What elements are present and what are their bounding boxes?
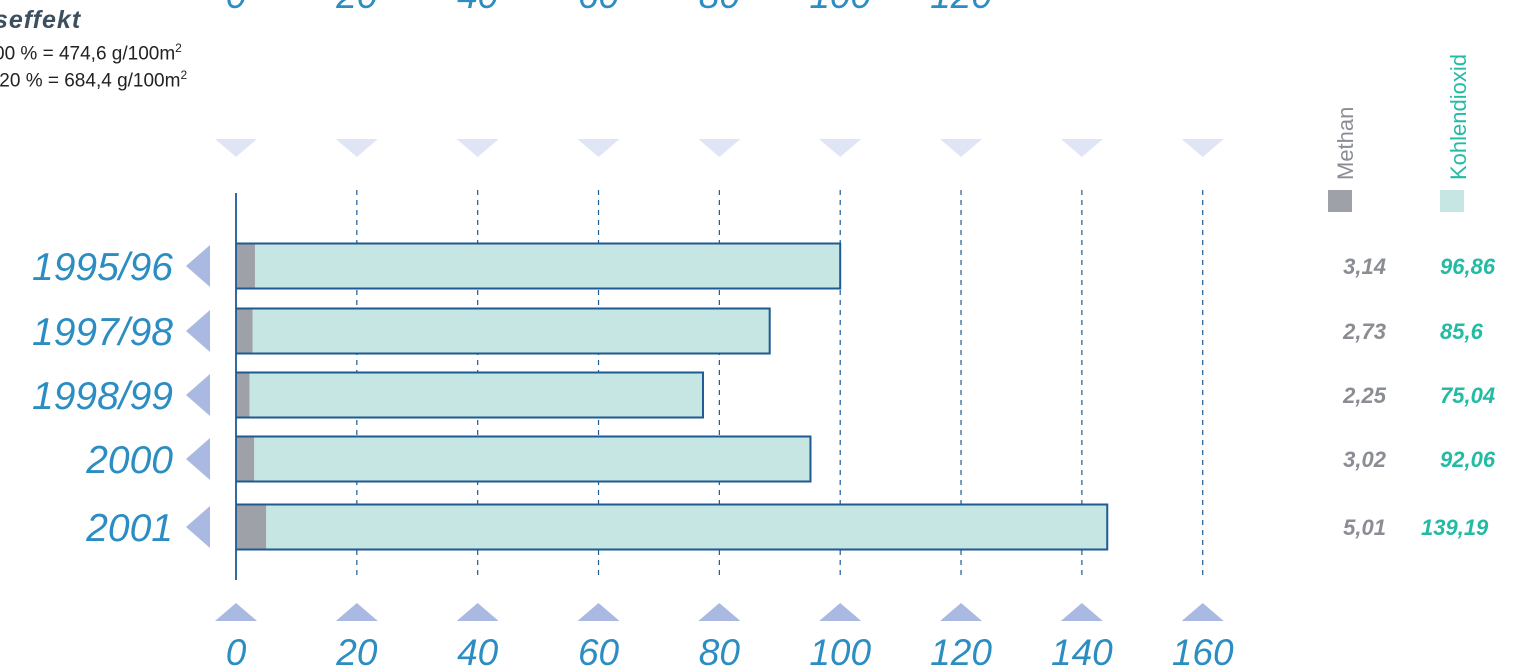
value-kohlendioxid: 96,86: [1440, 254, 1496, 279]
category-label: 1995/96: [32, 246, 173, 289]
bar-outline: [236, 435, 812, 483]
top-arrow-marker: [1060, 139, 1103, 157]
value-kohlendioxid: 85,6: [1440, 319, 1484, 344]
category-label: 1997/98: [32, 311, 173, 354]
legend-label-kohlendioxid: Kohlendioxid: [1446, 54, 1471, 180]
bottom-tick-label: 160: [1172, 632, 1234, 670]
bottom-arrow-marker: [335, 603, 378, 621]
value-methan: 2,73: [1342, 319, 1386, 344]
category-label: 2000: [85, 439, 173, 482]
legend-label-methan: Methan: [1333, 107, 1358, 180]
bottom-tick-label: 20: [335, 632, 378, 670]
bar-kohlendioxid: [252, 308, 770, 354]
value-methan: 3,02: [1343, 447, 1387, 472]
bar-methan: [236, 436, 255, 482]
category-arrow: [186, 245, 210, 287]
bar-methan: [236, 243, 255, 289]
top-arrow-marker: [940, 139, 983, 157]
category-label: 2001: [85, 507, 173, 550]
value-methan: 2,25: [1342, 383, 1387, 408]
bar-outline: [236, 371, 704, 419]
top-arrow-marker: [215, 139, 257, 157]
top-arrow-marker: [819, 139, 862, 157]
bottom-arrow-marker: [456, 603, 499, 621]
top-tick-label: 60: [578, 0, 620, 16]
value-kohlendioxid: 92,06: [1440, 447, 1496, 472]
bottom-tick-label: 140: [1051, 632, 1113, 670]
bottom-arrow-marker: [1181, 603, 1224, 621]
bar-kohlendioxid: [254, 243, 841, 289]
top-tick-label: 40: [457, 0, 499, 16]
bottom-arrow-marker: [940, 603, 983, 621]
legend-swatch-methan: [1328, 190, 1352, 212]
bottom-tick-label: 120: [930, 632, 992, 670]
bottom-tick-label: 60: [578, 632, 620, 670]
bottom-arrow-marker: [1060, 603, 1103, 621]
top-arrow-marker: [698, 139, 741, 157]
top-tick-label: 0: [226, 0, 247, 16]
bottom-arrow-marker: [215, 603, 257, 621]
category-arrow: [186, 310, 210, 352]
bar-methan: [236, 308, 253, 354]
top-tick-label: 100: [809, 0, 871, 16]
value-methan: 5,01: [1343, 515, 1386, 540]
bar-kohlendioxid: [266, 504, 1108, 550]
bar-methan: [236, 372, 250, 418]
value-methan: 3,14: [1343, 254, 1386, 279]
bar-outline: [236, 503, 1109, 551]
reference-line-1: 00 % = 474,6 g/100m2: [0, 41, 182, 65]
top-tick-label: 120: [930, 0, 992, 16]
top-tick-label: 80: [699, 0, 741, 16]
bar-outline: [236, 307, 771, 355]
category-arrow: [186, 506, 210, 548]
bottom-tick-label: 40: [457, 632, 499, 670]
bar-kohlendioxid: [249, 372, 703, 418]
bottom-tick-label: 0: [226, 632, 247, 670]
category-arrow: [186, 374, 210, 416]
legend-swatch-kohlendioxid: [1440, 190, 1464, 212]
category-label: 1998/99: [32, 375, 173, 418]
reference-line-2: ,20 % = 684,4 g/100m2: [0, 68, 188, 92]
value-kohlendioxid: 75,04: [1440, 383, 1495, 408]
bottom-arrow-marker: [819, 603, 862, 621]
bottom-tick-label: 100: [809, 632, 871, 670]
top-tick-label: 20: [335, 0, 378, 16]
bar-methan: [236, 504, 267, 550]
top-arrow-marker: [1181, 139, 1224, 157]
bottom-tick-label: 80: [699, 632, 741, 670]
top-arrow-marker: [335, 139, 378, 157]
top-arrow-marker: [456, 139, 499, 157]
top-arrow-marker: [577, 139, 620, 157]
value-kohlendioxid: 139,19: [1421, 515, 1489, 540]
chart-title: seffekt: [0, 6, 82, 34]
bar-outline: [236, 242, 842, 290]
bar-kohlendioxid: [254, 436, 811, 482]
bottom-arrow-marker: [577, 603, 620, 621]
category-arrow: [186, 438, 210, 480]
bottom-arrow-marker: [698, 603, 741, 621]
